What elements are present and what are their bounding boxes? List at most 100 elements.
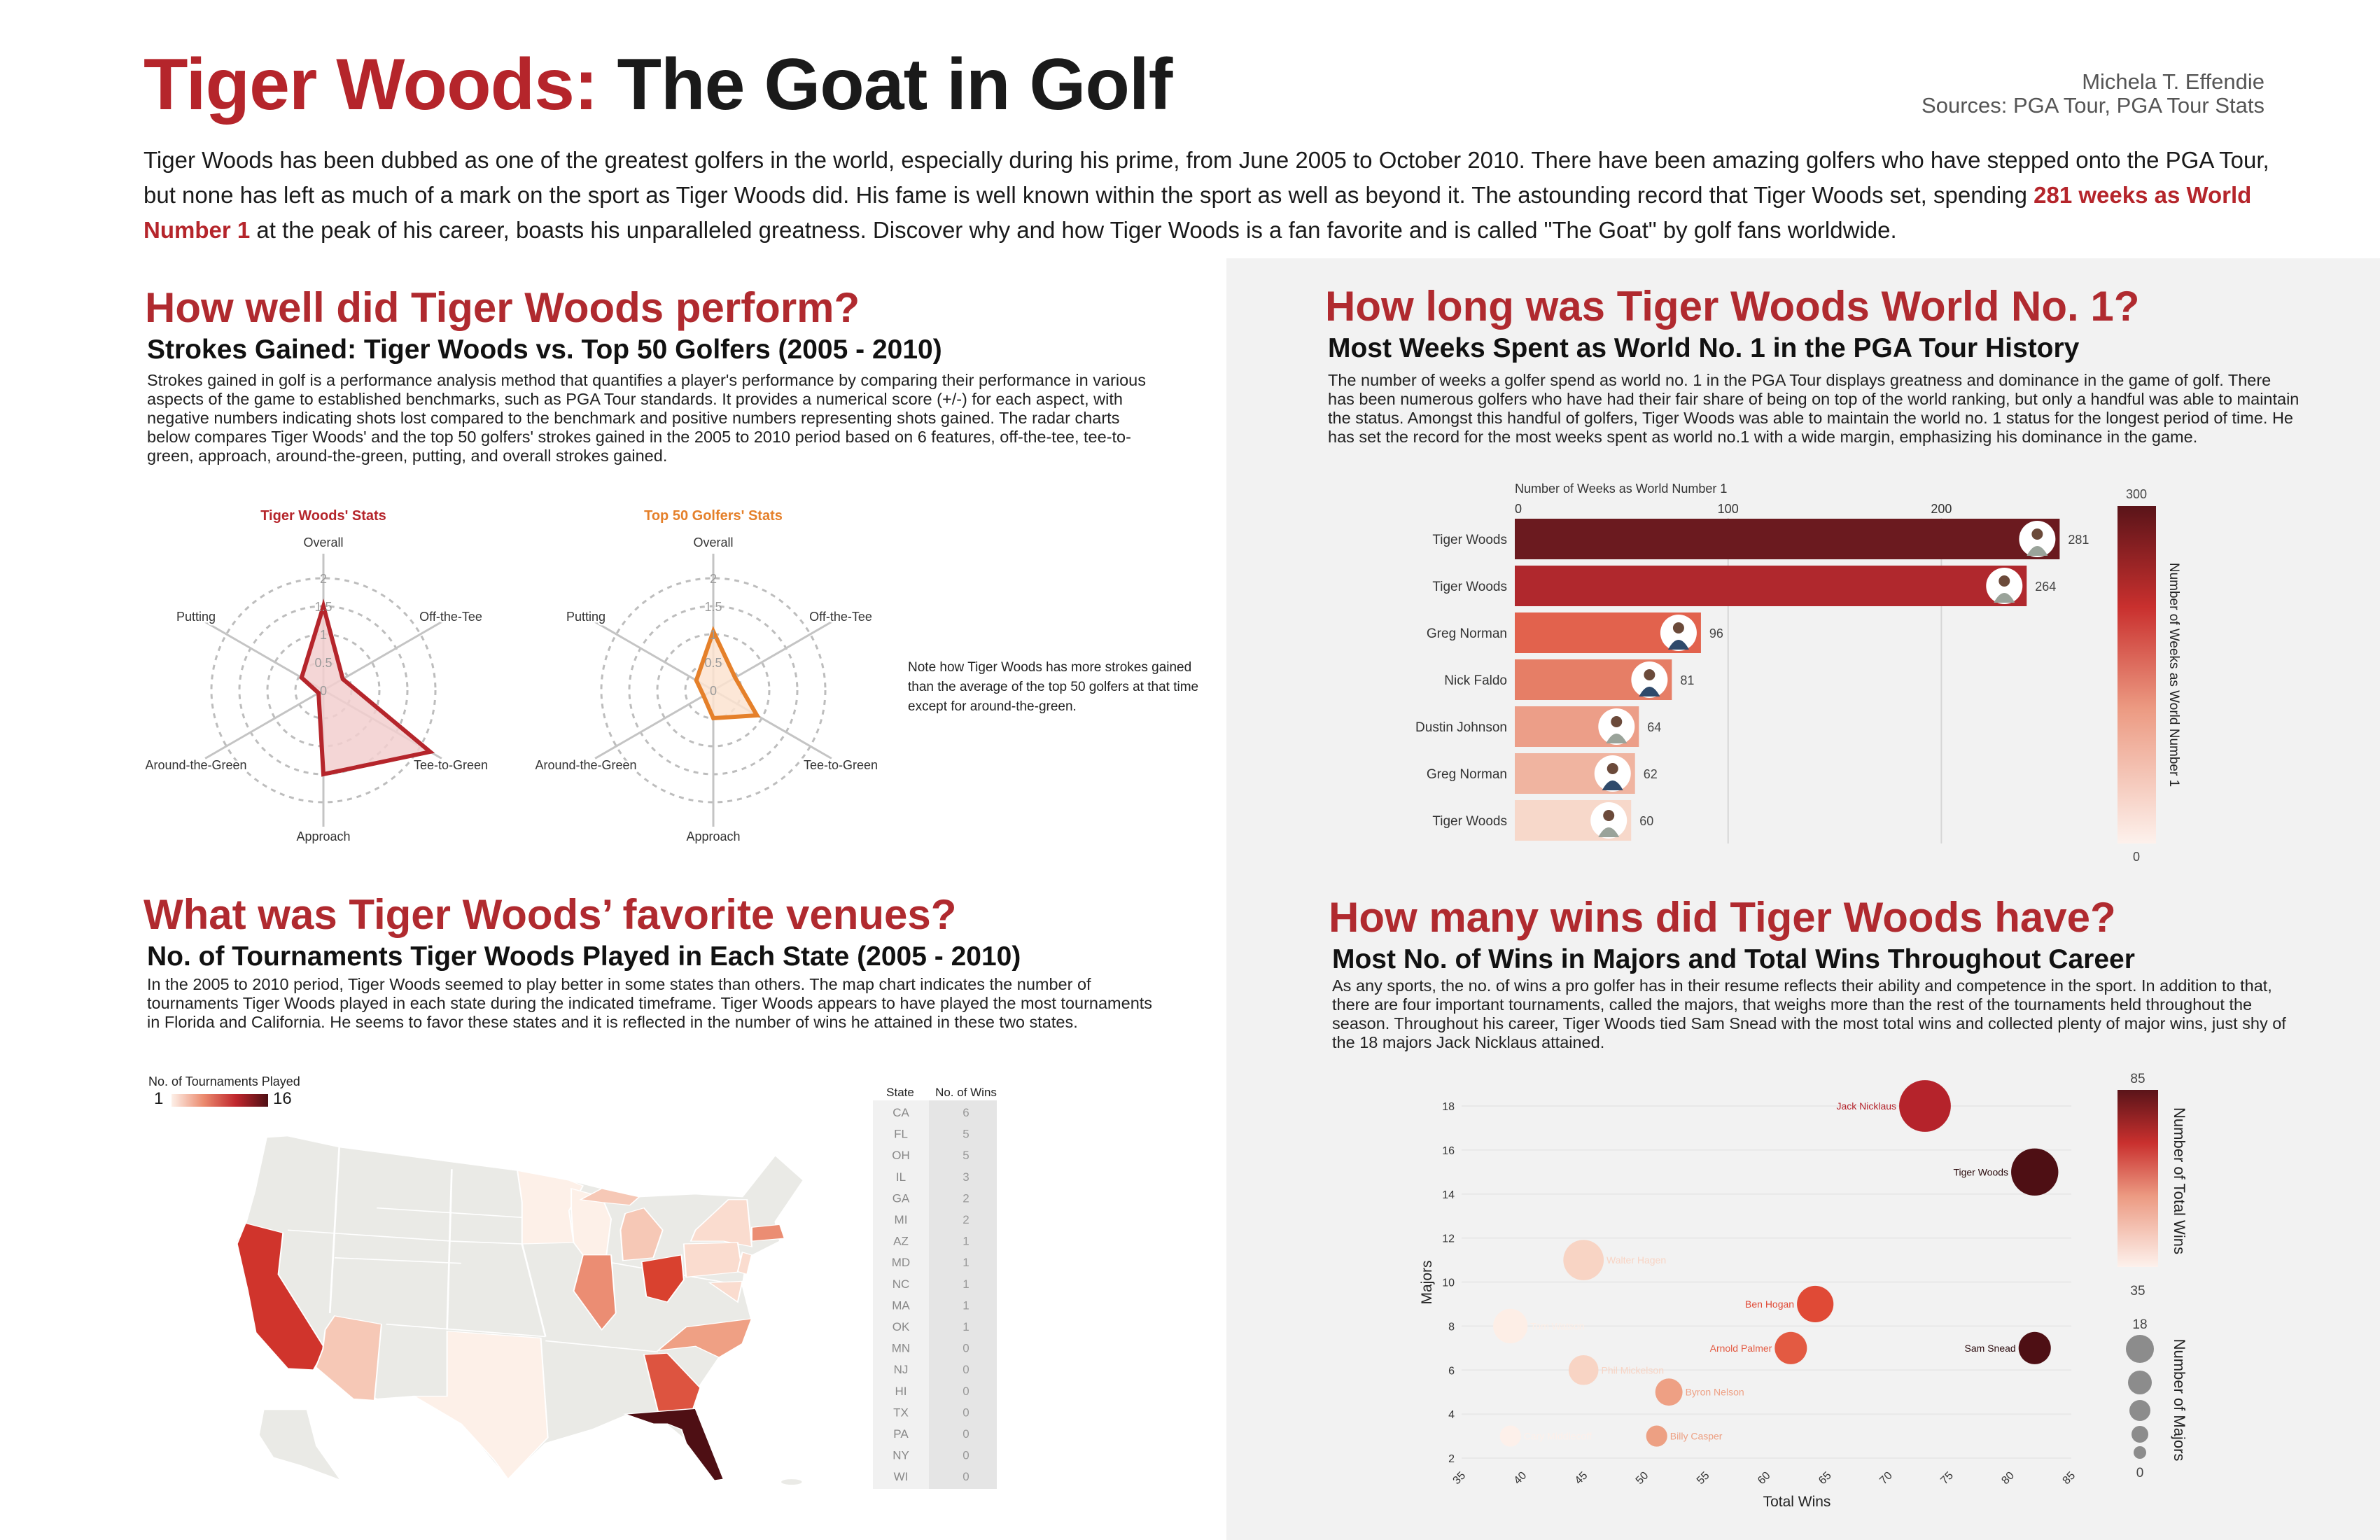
table-cell-wins: 5	[962, 1128, 969, 1141]
bubble-label: Arnold Palmer	[1710, 1343, 1772, 1354]
state-border	[287, 1229, 522, 1245]
golfer-photo-body	[2026, 546, 2048, 556]
table-cell-state: HI	[895, 1385, 907, 1398]
state-border	[328, 1147, 340, 1313]
bubble-x-tick: 50	[1634, 1469, 1651, 1487]
table-cell-wins: 1	[962, 1278, 969, 1291]
golfer-photo-body	[1639, 687, 1660, 696]
bar-category-label: Dustin Johnson	[1415, 720, 1507, 735]
table-cell-wins: 5	[962, 1149, 969, 1162]
state-NC	[656, 1318, 753, 1358]
bubble-y-tick: 16	[1442, 1145, 1455, 1157]
bubble-x-tick: 35	[1451, 1469, 1469, 1487]
world-no1-title: How long was Tiger Woods World No. 1?	[1325, 283, 2140, 330]
golfer-photo-body	[1602, 780, 1623, 790]
intro-text-after: at the peak of his career, boasts his un…	[250, 217, 1897, 243]
size-legend-circle	[2128, 1371, 2152, 1394]
bar-x-tick: 0	[1515, 502, 1522, 516]
radar-axis-label: Overall	[303, 536, 343, 550]
state-FL	[623, 1408, 724, 1481]
wins-text: As any sports, the no. of wins a pro gol…	[1332, 976, 2286, 1051]
bubble-x-tick: 80	[1999, 1469, 2017, 1487]
bar	[1515, 519, 2060, 559]
table-cell-state: AZ	[893, 1235, 909, 1248]
wins-title: How many wins did Tiger Woods have?	[1329, 894, 2116, 941]
bubble-colorbar-min: 35	[2130, 1284, 2145, 1298]
bar-colorbar-max: 300	[2126, 487, 2147, 501]
table-cell-wins: 0	[962, 1470, 969, 1483]
state-IL	[573, 1254, 617, 1331]
radar-ring-label: 2	[710, 572, 717, 586]
bar-value-label: 64	[1647, 720, 1661, 734]
bubble-point	[1797, 1285, 1834, 1323]
bubble-point	[1499, 1425, 1521, 1447]
radar-ring-label: 2	[320, 572, 327, 586]
bubble-x-tick: 40	[1512, 1469, 1530, 1487]
table-cell-state: OK	[892, 1320, 910, 1334]
bubble-y-label: Majors	[1419, 1260, 1435, 1304]
radar-ring	[266, 633, 381, 748]
table-cell-wins: 2	[962, 1213, 969, 1226]
state-MA	[750, 1224, 785, 1242]
bubble-point	[1774, 1331, 1807, 1364]
bubble-y-tick: 2	[1448, 1453, 1455, 1465]
bar-category-label: Tiger Woods	[1432, 580, 1507, 594]
bar-category-label: Nick Faldo	[1444, 673, 1507, 688]
table-header-state: State	[886, 1086, 914, 1099]
state-GA	[643, 1352, 701, 1412]
bubble-y-tick: 14	[1442, 1189, 1455, 1201]
bubble-x-tick: 70	[1877, 1469, 1895, 1487]
table-header-wins: No. of Wins	[935, 1086, 997, 1099]
table-cell-state: MI	[895, 1213, 908, 1226]
table-cell-state: MD	[892, 1256, 910, 1269]
venues-title: What was Tiger Woods’ favorite venues?	[144, 891, 957, 938]
state-AZ	[315, 1315, 382, 1401]
bubble-label: Byron Nelson	[1686, 1387, 1744, 1398]
bubble-x-label: Total Wins	[1763, 1494, 1831, 1510]
bubble-label: Cary Middlecoff	[1524, 1431, 1592, 1442]
radar-ring	[600, 577, 827, 804]
bubble-label: Tom Watson	[1530, 1320, 1584, 1331]
bar-axis-title: Number of Weeks as World Number 1	[1515, 482, 1727, 496]
golfer-photo-head	[1644, 669, 1656, 680]
bubble-label: Billy Casper	[1670, 1431, 1723, 1442]
bar-colorbar	[2118, 506, 2156, 844]
table-cell-state: IL	[896, 1170, 906, 1184]
state-border	[377, 1207, 546, 1220]
radar-axis	[594, 621, 714, 692]
bar	[1515, 566, 2027, 606]
bar-colorbar-title: Number of Weeks as World Number 1	[2166, 563, 2181, 787]
bubble-label: Walter Hagen	[1606, 1254, 1666, 1266]
intro-text-before: Tiger Woods has been dubbed as one of th…	[144, 147, 2269, 208]
radar-ring-label: 1	[320, 628, 327, 642]
golfer-photo-body	[1606, 734, 1628, 743]
state-MN	[516, 1170, 584, 1245]
bar-colorbar-min: 0	[2133, 850, 2140, 864]
bubble-x-tick: 45	[1573, 1469, 1590, 1487]
venues-subtitle: No. of Tournaments Tiger Woods Played in…	[147, 941, 1021, 972]
table-cell-state: FL	[894, 1128, 908, 1141]
table-wins-column-bg	[929, 1100, 997, 1489]
state-border	[334, 1256, 461, 1264]
table-cell-wins: 1	[962, 1256, 969, 1269]
bubble-point	[1646, 1425, 1667, 1447]
table-cell-state: NC	[892, 1278, 910, 1291]
performance-text: Strokes gained in golf is a performance …	[147, 371, 1146, 465]
table-cell-wins: 6	[962, 1106, 969, 1119]
table-cell-wins: 0	[962, 1385, 969, 1398]
table-cell-state: NY	[892, 1449, 909, 1462]
table-cell-wins: 0	[962, 1449, 969, 1462]
table-cell-wins: 0	[962, 1406, 969, 1419]
golfer-photo-body	[1994, 593, 2015, 603]
state-OH	[640, 1254, 685, 1303]
bubble-x-tick: 85	[2061, 1469, 2078, 1487]
table-cell-wins: 1	[962, 1298, 969, 1312]
performance-subtitle: Strokes Gained: Tiger Woods vs. Top 50 G…	[147, 335, 942, 365]
golfer-photo-body	[1598, 827, 1620, 837]
bubble-y-tick: 4	[1448, 1409, 1455, 1421]
world-no1-subtitle: Most Weeks Spent as World No. 1 in the P…	[1328, 333, 2080, 363]
radar-title: Top 50 Golfers' Stats	[644, 508, 783, 524]
